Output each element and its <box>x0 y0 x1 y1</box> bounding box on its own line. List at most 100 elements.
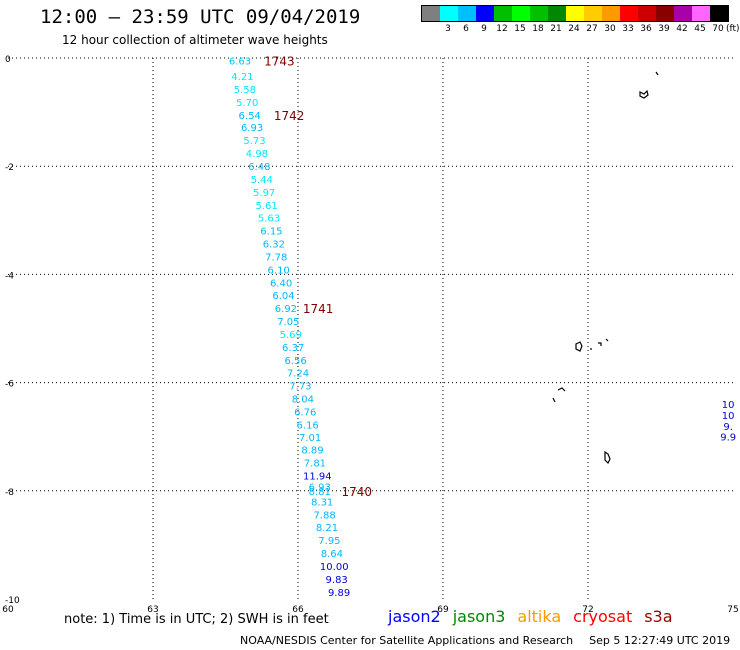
legend-swatch <box>602 6 620 21</box>
wave-height-reading: 7.95 <box>318 536 340 547</box>
lon-tick-label: 63 <box>147 605 158 615</box>
wave-height-reading: 7.88 <box>313 511 335 522</box>
legend-ticks: (ft) 3 6 9 12 15 18 21 24 27 30 33 36 39 42 45 70 <box>421 22 739 36</box>
wave-height-reading: 8.89 <box>301 446 323 457</box>
wave-height-reading: 9. <box>723 422 733 433</box>
legend-tick-label: 15 <box>514 24 526 34</box>
legend-tick-label: 21 <box>550 24 562 34</box>
map-title: 12:00 – 23:59 UTC 09/04/2019 <box>40 6 361 28</box>
satellite-cryosat: cryosat <box>573 607 633 626</box>
legend-swatch <box>638 6 656 21</box>
legend-swatch <box>692 6 710 21</box>
legend-swatch <box>548 6 566 21</box>
pass-time-label: 1740 <box>342 485 373 499</box>
wave-height-reading: 7.24 <box>287 368 309 379</box>
lat-tick-label: 0 <box>5 55 11 65</box>
lat-tick-label: -10 <box>5 596 20 606</box>
wave-height-reading: 7.05 <box>277 317 299 328</box>
island-outline <box>598 342 602 346</box>
wave-height-reading: 8.64 <box>321 549 343 560</box>
wave-height-reading: 8.21 <box>316 523 338 534</box>
wave-height-reading: 10.00 <box>320 562 349 573</box>
legend-swatch <box>584 6 602 21</box>
island-outline <box>605 338 609 342</box>
legend-swatch <box>512 6 530 21</box>
wave-height-reading: 6.16 <box>297 420 319 431</box>
legend-swatch <box>476 6 494 21</box>
credit-text: NOAA/NESDIS Center for Satellite Applica… <box>240 634 574 647</box>
pass-time-label: 1741 <box>303 302 334 316</box>
wave-height-reading: 8.31 <box>311 498 333 509</box>
lat-tick-label: -4 <box>5 271 14 281</box>
wave-height-reading: 6.76 <box>294 407 316 418</box>
legend-swatch <box>620 6 638 21</box>
wave-height-reading: 5.73 <box>243 136 265 147</box>
wave-height-reading: 6.93 <box>241 123 263 134</box>
wave-height-reading: 6.93 <box>309 482 331 493</box>
wave-height-reading: 11.94 <box>303 472 332 483</box>
wave-height-reading: 7.78 <box>265 253 287 264</box>
island-outline <box>552 397 556 403</box>
lat-tick-label: -8 <box>5 488 14 498</box>
legend-swatch <box>530 6 548 21</box>
lat-tick-label: -2 <box>5 163 14 173</box>
island-outline <box>575 341 583 352</box>
wave-height-reading: 5.69 <box>280 330 302 341</box>
legend-tick-label: 70 <box>712 24 724 34</box>
legend-swatches <box>421 5 729 22</box>
wave-height-reading: 6.40 <box>270 279 292 290</box>
lat-tick-label: -6 <box>5 380 14 390</box>
legend-tick-label: 24 <box>568 24 580 34</box>
wave-height-reading: 6.32 <box>263 240 285 251</box>
legend-unit: (ft) <box>726 24 740 34</box>
legend-tick-label: 3 <box>445 24 451 34</box>
island-outline <box>655 71 659 76</box>
map-subtitle: 12 hour collection of altimeter wave hei… <box>62 33 328 47</box>
legend-tick-label: 27 <box>586 24 598 34</box>
pass-time-label: 1743 <box>264 55 295 69</box>
wave-height-reading: 6.48 <box>248 162 270 173</box>
island-outline <box>557 387 566 392</box>
lon-tick-label: 60 <box>2 605 14 615</box>
color-legend: (ft) 3 6 9 12 15 18 21 24 27 30 33 36 39 42 45 70 <box>421 5 740 36</box>
wave-height-reading: 6.54 <box>239 111 261 122</box>
legend-swatch <box>656 6 674 21</box>
wave-height-reading: 7.01 <box>299 433 321 444</box>
pass-time-label: 1742 <box>274 109 305 123</box>
wave-height-reading: 9.89 <box>328 588 350 599</box>
wave-height-reading: 6.56 <box>284 356 306 367</box>
legend-swatch <box>674 6 692 21</box>
legend-tick-label: 30 <box>604 24 616 34</box>
legend-tick-label: 18 <box>532 24 544 34</box>
wave-height-reading: 6.92 <box>275 304 297 315</box>
generated-timestamp: Sep 5 12:27:49 UTC 2019 <box>589 634 731 647</box>
wave-height-reading: 10 <box>722 400 735 411</box>
wave-height-reading: 9.9 <box>720 433 736 444</box>
legend-swatch <box>440 6 458 21</box>
wave-height-reading: 6.04 <box>272 291 294 302</box>
island-outline <box>604 450 611 465</box>
legend-tick-label: 39 <box>658 24 670 34</box>
legend-tick-label: 9 <box>481 24 487 34</box>
legend-tick-label: 42 <box>676 24 688 34</box>
legend-swatch <box>494 6 512 21</box>
wave-height-reading: 8.81 <box>309 487 331 498</box>
wave-height-reading: 10 <box>722 411 735 422</box>
legend-swatch <box>566 6 584 21</box>
wave-height-reading: 5.63 <box>258 214 280 225</box>
wave-height-reading: 5.61 <box>255 201 277 212</box>
footer-note: note: 1) Time is in UTC; 2) SWH is in fe… <box>64 612 329 627</box>
lon-tick-label: 69 <box>437 605 449 615</box>
wave-height-reading: 5.58 <box>234 85 256 96</box>
legend-tick-label: 12 <box>496 24 508 34</box>
wave-height-reading: 4.21 <box>231 72 253 83</box>
wave-height-reading: 7.81 <box>304 459 326 470</box>
satellite-s3a: s3a <box>644 607 673 626</box>
satellite-jason3: jason3 <box>452 607 506 626</box>
satellite-altika: altika <box>517 607 562 626</box>
lon-tick-label: 72 <box>582 605 593 615</box>
wave-height-reading: 7.73 <box>289 381 311 392</box>
lon-tick-label: 66 <box>292 605 304 615</box>
wave-height-reading: 6.15 <box>260 227 282 238</box>
